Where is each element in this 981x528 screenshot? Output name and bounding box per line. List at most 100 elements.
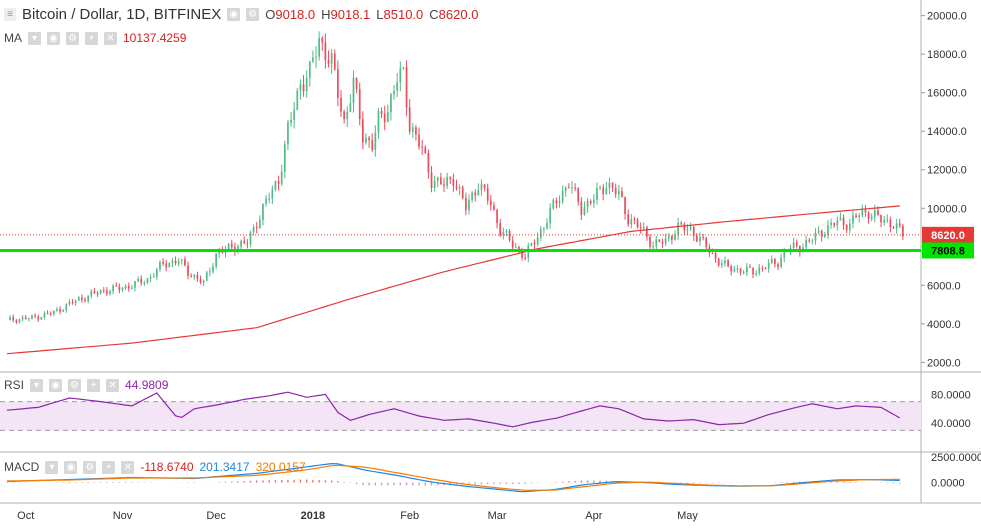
- candle-body: [861, 209, 864, 216]
- macd-label: MACD: [4, 460, 40, 474]
- settings-icon[interactable]: ⚙: [68, 378, 82, 392]
- macd-tick-label: 2500.0000: [931, 452, 981, 464]
- macd-value-1: -118.6740: [140, 460, 194, 474]
- candle-body: [870, 216, 873, 220]
- add-icon[interactable]: +: [85, 31, 98, 45]
- collapse-icon[interactable]: ≡: [4, 8, 16, 21]
- candle-body: [386, 112, 389, 122]
- candle-body: [499, 223, 502, 236]
- candle-body: [383, 114, 386, 122]
- settings-icon[interactable]: ⚙: [66, 31, 79, 45]
- ohlc-high: H9018.1: [321, 7, 371, 22]
- candle-body: [602, 187, 605, 194]
- candle-body: [511, 240, 514, 248]
- candle-body: [474, 192, 477, 196]
- candle-body: [299, 84, 302, 91]
- candle-body: [365, 137, 367, 143]
- close-icon[interactable]: ✕: [106, 378, 120, 392]
- candle-body: [552, 200, 555, 209]
- candle-body: [774, 259, 776, 265]
- candle-body: [199, 278, 202, 283]
- candle-body: [705, 237, 708, 248]
- candle-body: [368, 137, 370, 141]
- candle-body: [795, 242, 798, 246]
- candle-body: [433, 180, 436, 188]
- price-tick-label: 10000.0: [927, 203, 967, 215]
- candle-body: [280, 171, 283, 184]
- candle-body: [162, 261, 164, 264]
- close-icon[interactable]: ✕: [104, 31, 117, 45]
- candle-body: [902, 225, 904, 237]
- macd-value-3: 320.0157: [255, 460, 306, 474]
- candle-body: [187, 265, 189, 276]
- candle-body: [571, 187, 573, 189]
- time-tick-label: Apr: [585, 510, 602, 522]
- price-tick-label: 4000.0: [927, 319, 961, 331]
- candle-body: [639, 227, 642, 229]
- candle-body: [31, 315, 33, 319]
- candle-body: [695, 235, 698, 242]
- candle-body: [15, 320, 18, 323]
- candle-body: [274, 181, 277, 190]
- ohlc-open: O9018.0: [265, 7, 316, 22]
- eye-icon[interactable]: ◉: [49, 378, 63, 392]
- candle-body: [886, 219, 889, 221]
- candle-body: [243, 240, 246, 244]
- candle-body: [489, 200, 492, 206]
- candle-body: [533, 242, 536, 245]
- price-tick-label: 2000.0: [927, 357, 961, 369]
- candle-body: [159, 261, 161, 270]
- candle-body: [583, 207, 586, 215]
- candle-body: [471, 192, 473, 200]
- add-icon[interactable]: +: [102, 460, 116, 474]
- settings-icon[interactable]: ⚙: [83, 460, 97, 474]
- candle-body: [324, 42, 327, 61]
- candle-body: [692, 226, 695, 236]
- candle-body: [636, 219, 639, 228]
- candle-body: [399, 68, 402, 83]
- candle-body: [71, 301, 74, 304]
- candle-body: [680, 222, 683, 225]
- candle-body: [102, 289, 105, 291]
- candle-body: [93, 291, 96, 294]
- candle-body: [649, 236, 651, 247]
- candle-body: [205, 272, 208, 281]
- candle-body: [852, 215, 854, 224]
- candle-body: [21, 317, 24, 320]
- candle-body: [446, 177, 448, 186]
- candle-body: [46, 312, 49, 314]
- candle-body: [255, 227, 258, 229]
- eye-icon[interactable]: ◉: [64, 460, 78, 474]
- chevron-down-icon[interactable]: ▾: [45, 460, 59, 474]
- candle-body: [380, 110, 383, 115]
- candle-body: [49, 313, 52, 315]
- candle-body: [493, 205, 495, 210]
- macd-legend: MACD ▾ ◉ ⚙ + ✕ -118.6740 201.3417 320.01…: [4, 460, 306, 474]
- candle-body: [524, 257, 527, 259]
- candle-body: [27, 318, 30, 320]
- close-icon[interactable]: ✕: [121, 460, 135, 474]
- candle-body: [586, 200, 589, 208]
- chevron-down-icon[interactable]: ▾: [30, 378, 44, 392]
- candle-body: [514, 246, 517, 248]
- candle-body: [864, 209, 867, 213]
- candle-body: [361, 119, 364, 143]
- time-tick-label: Feb: [400, 510, 419, 522]
- candle-body: [346, 111, 349, 119]
- candle-body: [87, 295, 90, 302]
- candles: [9, 31, 904, 325]
- candle-body: [839, 217, 842, 221]
- eye-icon[interactable]: ◉: [47, 31, 60, 45]
- candle-body: [330, 53, 333, 64]
- candle-body: [40, 317, 43, 320]
- candle-body: [745, 266, 748, 273]
- eye-icon[interactable]: ◉: [227, 8, 241, 21]
- settings-icon[interactable]: ⚙: [246, 8, 260, 21]
- axes: 20000.0 18000.0 16000.0 14000.0 12000.0 10000…: [17, 11, 981, 522]
- candle-body: [56, 309, 58, 311]
- candle-body: [627, 214, 630, 225]
- candle-body: [561, 190, 564, 202]
- chevron-down-icon[interactable]: ▾: [28, 31, 41, 45]
- add-icon[interactable]: +: [87, 378, 101, 392]
